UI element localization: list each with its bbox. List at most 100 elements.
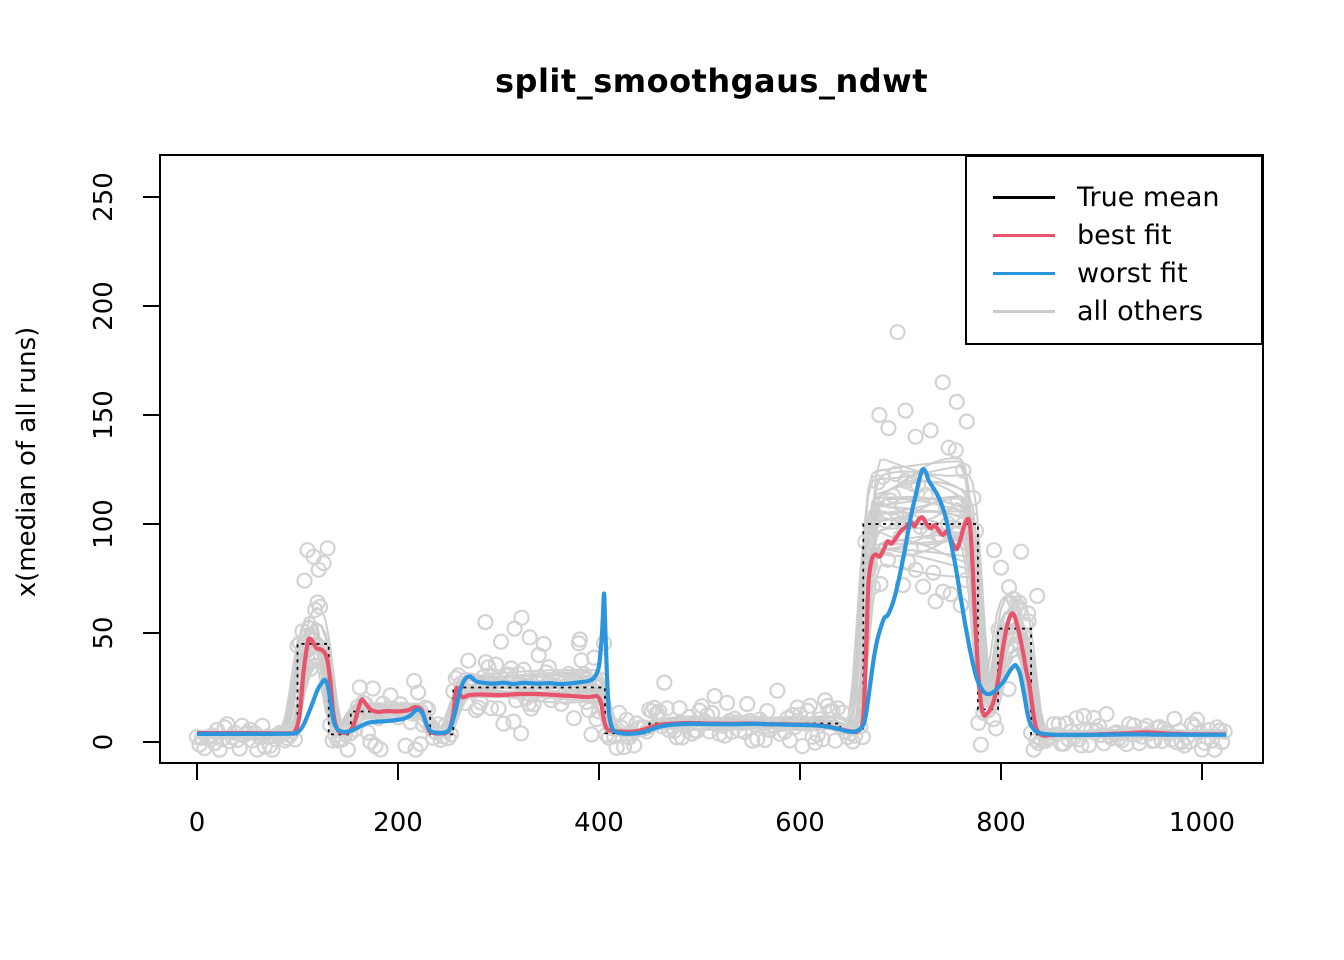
scatter-point <box>1000 680 1017 698</box>
outlier-point <box>315 555 332 572</box>
y-axis: 0 50 100 150 200 250 <box>89 172 160 750</box>
gray-run-line <box>196 458 1227 738</box>
outlier-point <box>889 324 906 341</box>
scatter-point <box>852 718 869 735</box>
scatter-point <box>608 739 625 756</box>
scatter-point <box>1068 710 1085 727</box>
scatter-point <box>1012 543 1030 560</box>
outlier-point <box>958 413 975 430</box>
scatter-point <box>495 715 512 732</box>
scatter-point <box>935 583 952 600</box>
scatter-point <box>565 710 583 727</box>
legend-row: True mean <box>967 178 1261 216</box>
scatter-point <box>879 551 897 568</box>
x-axis-tick-label: 800 <box>976 808 1026 838</box>
outlier-point <box>477 613 494 631</box>
scatter-point <box>615 738 633 756</box>
x-axis-tick-label: 200 <box>373 808 423 838</box>
y-axis-tick-label: 150 <box>89 390 119 440</box>
scatter-point <box>626 737 643 754</box>
outlier-point <box>1010 594 1028 611</box>
scatter-point <box>829 700 846 717</box>
scatter-point <box>319 540 336 557</box>
worst-fit-line <box>196 467 1227 738</box>
scatter-point <box>942 585 959 603</box>
scatter-point <box>927 593 944 610</box>
y-axis-tick-label: 250 <box>89 172 119 222</box>
scatter-point <box>658 700 675 717</box>
scatter-point <box>231 740 248 757</box>
scatter-point <box>759 702 776 720</box>
outlier-point <box>871 406 888 424</box>
scatter-point <box>583 726 600 743</box>
scatter-point <box>618 711 635 728</box>
scatter-point <box>656 674 673 691</box>
scatter-point <box>889 510 907 528</box>
scatter-point <box>671 700 688 717</box>
scatter-point <box>515 661 532 678</box>
scatter-point <box>1073 737 1090 754</box>
y-axis-tick-label: 200 <box>89 281 119 331</box>
scatter-point <box>1080 736 1098 754</box>
gray-run-line <box>197 460 1227 737</box>
scatter-point <box>412 735 429 753</box>
scatter-point <box>801 697 819 714</box>
scatter-point <box>505 713 522 730</box>
true-mean-line <box>197 523 1227 736</box>
scatter-point <box>965 489 982 507</box>
outlier-point <box>1019 605 1037 622</box>
scatter-point <box>211 741 228 758</box>
outlier-point <box>940 439 957 456</box>
scatter-point <box>716 727 733 744</box>
scatter-point <box>985 710 1002 728</box>
scatter-point <box>907 561 924 578</box>
gray-run-line <box>196 470 1227 738</box>
scatter-point <box>460 652 477 669</box>
scatter-points <box>188 324 1233 758</box>
scatter-point <box>857 533 874 550</box>
legend-label: all others <box>1077 295 1204 327</box>
outlier-point <box>985 542 1003 559</box>
scatter-point <box>372 741 389 758</box>
legend-row: all others <box>967 292 1261 330</box>
outlier-point <box>535 635 552 653</box>
outlier-point <box>907 428 924 445</box>
scatter-point <box>312 598 329 616</box>
gray-run-line <box>196 457 1227 741</box>
scatter-point <box>987 720 1005 737</box>
x-axis-tick-label: 400 <box>574 808 624 838</box>
scatter-point <box>560 665 577 683</box>
scatter-point <box>706 687 723 705</box>
scatter-point <box>578 693 595 711</box>
legend-label: best fit <box>1077 219 1172 251</box>
scatter-point <box>364 680 381 697</box>
chart-title: split_smoothgaus_ndwt <box>495 62 928 100</box>
x-axis-tick-label: 0 <box>189 808 206 838</box>
y-axis-tick-label: 50 <box>89 616 119 649</box>
outlier-point <box>296 572 313 589</box>
scatter-point <box>1083 721 1100 739</box>
outlier-point <box>1029 587 1046 605</box>
scatter-point <box>718 694 736 712</box>
scatter-point <box>914 578 932 595</box>
outlier-point <box>880 420 897 437</box>
scatter-point <box>955 462 972 479</box>
gray-run-line <box>196 465 1227 736</box>
scatter-point <box>814 731 831 748</box>
scatter-point <box>847 727 864 744</box>
y-axis-label: x(median of all runs) <box>12 326 42 598</box>
scatter-point <box>864 578 882 595</box>
x-axis-tick-label: 600 <box>775 808 825 838</box>
outlier-point <box>897 402 914 419</box>
scatter-point <box>482 700 500 717</box>
scatter-point <box>490 700 507 717</box>
scatter-point <box>492 633 510 650</box>
scatter-point <box>450 667 467 684</box>
outlier-point <box>351 679 368 696</box>
scatter-point <box>668 729 686 746</box>
scatter-point <box>590 703 608 720</box>
outlier-point <box>1000 579 1018 596</box>
scatter-point <box>447 670 464 687</box>
scatter-point <box>806 734 824 751</box>
